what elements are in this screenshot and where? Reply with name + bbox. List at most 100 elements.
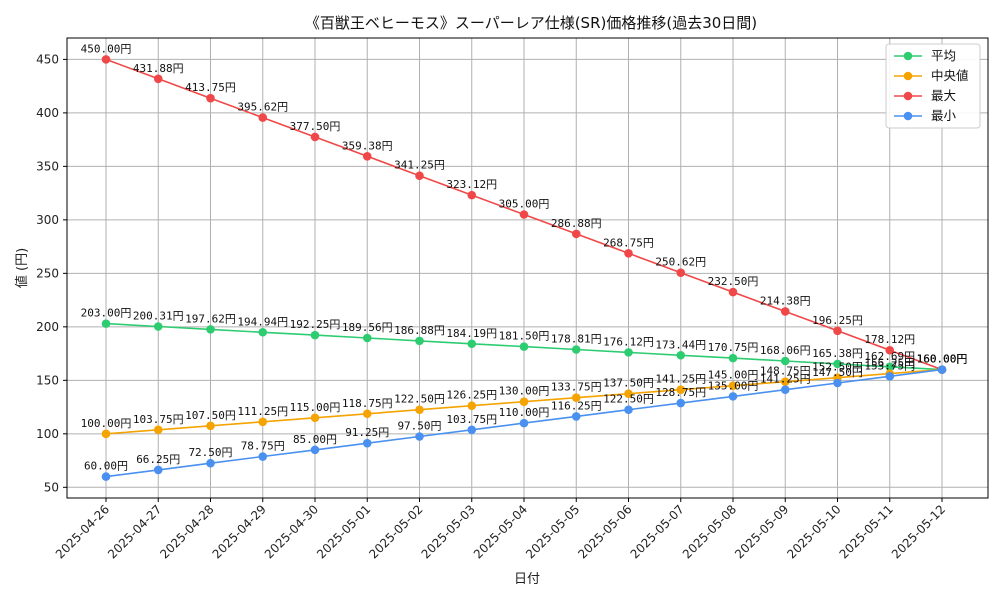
data-label: 203.00円	[81, 307, 132, 320]
data-label: 431.88円	[133, 62, 184, 75]
data-label: 78.75円	[241, 440, 285, 453]
data-point	[206, 325, 215, 334]
data-point	[780, 385, 790, 394]
data-label: 160.00円	[917, 353, 968, 366]
y-tick-label: 300	[36, 213, 59, 227]
data-label: 268.75円	[603, 236, 654, 249]
data-label: 141.25円	[655, 373, 706, 386]
data-label: 184.19円	[446, 327, 497, 340]
data-label: 323.12円	[446, 178, 497, 191]
data-point	[624, 405, 633, 415]
legend-box	[885, 43, 981, 129]
y-tick-label: 100	[36, 427, 59, 441]
data-label: 103.75円	[446, 413, 497, 426]
data-point	[885, 345, 895, 355]
data-label: 145.00円	[708, 369, 759, 382]
data-point	[362, 438, 372, 448]
y-tick-label: 400	[36, 106, 59, 120]
data-label: 156.25円	[864, 357, 915, 370]
data-labels: 203.00円 200.31円 197.62円 194.94円 192.25円 189.5…	[81, 42, 968, 472]
data-label: 214.38円	[760, 294, 811, 307]
data-label: 100.00円	[81, 417, 132, 430]
data-point	[258, 327, 268, 337]
data-label: 147.50円	[812, 366, 863, 379]
data-label: 115.00円	[290, 401, 341, 414]
data-point	[101, 55, 111, 64]
data-point	[519, 342, 529, 351]
data-point	[780, 356, 790, 366]
data-point	[310, 330, 320, 340]
data-point	[624, 348, 633, 357]
data-point	[153, 74, 163, 84]
data-label: 137.50円	[603, 377, 654, 390]
data-point	[415, 171, 424, 181]
y-tick-label: 50	[44, 480, 59, 494]
data-point	[467, 425, 477, 435]
data-label: 192.25円	[290, 318, 341, 331]
data-point	[571, 412, 581, 421]
data-label: 135.00円	[708, 379, 759, 392]
data-label: 341.25円	[394, 159, 445, 172]
data-point	[885, 362, 895, 372]
data-label: 126.25円	[446, 389, 497, 402]
x-tick-label: 2025-05-12	[889, 502, 948, 561]
data-label: 141.25円	[760, 373, 811, 386]
data-label: 359.38円	[342, 139, 393, 152]
data-point	[728, 353, 738, 363]
data-label: 173.44円	[655, 338, 706, 351]
x-tick-label: 2025-04-27	[105, 502, 164, 561]
x-tick-label: 2025-05-07	[628, 502, 687, 561]
y-tick-label: 350	[36, 159, 59, 173]
plot-area-frame	[66, 37, 989, 499]
data-point	[833, 326, 842, 336]
legend-label: 最小	[931, 108, 957, 123]
data-point	[153, 465, 163, 475]
data-point	[571, 229, 581, 239]
data-label: 160.00円	[917, 353, 968, 366]
data-label: 305.00円	[499, 198, 550, 211]
data-label: 286.88円	[551, 217, 602, 230]
data-label: 170.75円	[708, 341, 759, 354]
data-label: 107.50円	[185, 409, 236, 422]
data-point	[728, 287, 738, 297]
data-point	[153, 322, 163, 331]
data-point	[676, 350, 686, 360]
data-point	[362, 333, 372, 343]
data-label: 111.25円	[237, 405, 288, 418]
y-axis-title: 値 (円)	[14, 248, 30, 288]
x-tick-label: 2025-05-03	[419, 502, 478, 561]
data-point	[206, 421, 215, 431]
data-point	[258, 417, 268, 427]
data-point	[467, 339, 477, 349]
x-tick-label: 2025-05-02	[366, 502, 425, 561]
data-label: 72.50円	[188, 446, 232, 459]
legend-label: 平均	[931, 48, 956, 63]
data-label: 197.62円	[185, 312, 236, 325]
data-point	[310, 413, 320, 423]
chart-title: 《百獣王ベヒーモス》スーパーレア仕様(SR)価格推移(過去30日間)	[305, 14, 757, 32]
data-point	[780, 307, 790, 316]
data-point	[467, 401, 477, 411]
data-point	[571, 345, 581, 354]
data-label: 200.31円	[133, 310, 184, 323]
legend-label: 最大	[931, 88, 956, 103]
data-label: 110.00円	[499, 406, 550, 419]
data-label: 160.00円	[917, 353, 968, 366]
data-point	[833, 359, 842, 369]
data-point	[101, 472, 111, 481]
data-label: 66.25円	[136, 453, 180, 466]
series-lines	[101, 55, 947, 481]
data-point	[467, 190, 477, 200]
data-point	[780, 377, 790, 386]
data-label: 160.00円	[917, 353, 968, 366]
data-label: 413.75円	[185, 81, 236, 94]
grid	[67, 38, 988, 498]
x-axis-ticks: 2025-04-262025-04-272025-04-282025-04-29…	[53, 498, 948, 561]
data-point	[310, 445, 320, 455]
y-tick-label: 450	[36, 52, 59, 66]
data-point	[415, 432, 424, 441]
data-label: 450.00円	[81, 42, 132, 55]
